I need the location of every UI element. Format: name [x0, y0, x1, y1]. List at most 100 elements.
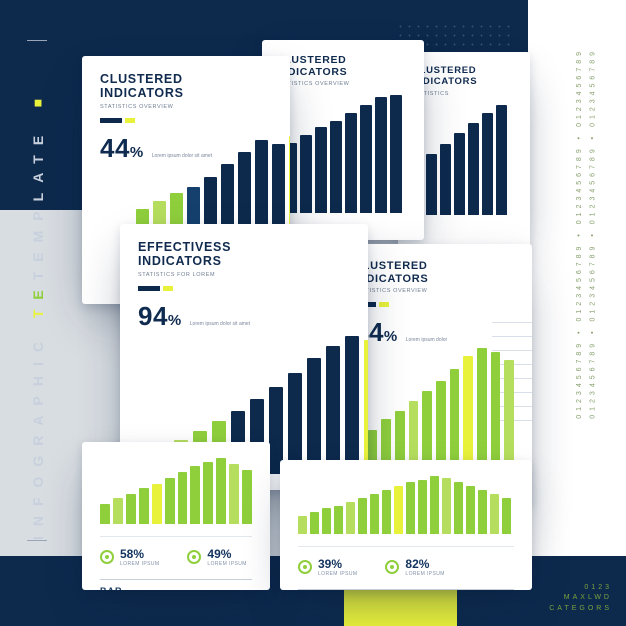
- bar: [418, 480, 427, 534]
- card-kpi-right: 39%LOREM IPSUM82%LOREM IPSUM DSGA: [280, 460, 532, 590]
- side-title-post: TEMPLATE: [30, 126, 46, 280]
- side-rule-bottom: [27, 540, 47, 541]
- percent-note: Lorem ipsum dolor: [406, 337, 447, 344]
- kpi: 39%LOREM IPSUM: [298, 557, 357, 577]
- bar: [126, 494, 136, 524]
- kpi-label: LOREM IPSUM: [405, 571, 444, 577]
- bar-chart: [298, 476, 514, 534]
- side-title-pre: INFOGRAPHIC: [30, 318, 46, 540]
- bar: [315, 127, 327, 213]
- bar: [482, 113, 493, 215]
- corner-code-label: 0123MAXLWDCATEGORS: [549, 583, 612, 615]
- bar: [288, 373, 302, 474]
- bar: [326, 346, 340, 474]
- bar: [310, 512, 319, 534]
- bar: [229, 464, 239, 524]
- bar: [100, 504, 110, 524]
- card-subtitle: STATISTICS: [412, 91, 516, 97]
- kpi: 82%LOREM IPSUM: [385, 557, 444, 577]
- side-title-accent-t: T: [30, 300, 46, 319]
- bar: [203, 462, 213, 524]
- card-title: CLUSTEREDINDICATORS: [412, 66, 516, 88]
- bar: [330, 121, 342, 213]
- kpi-dot-icon: [100, 550, 114, 564]
- bar-chart: [100, 458, 252, 524]
- percent-number: 94: [138, 301, 168, 331]
- card-title: EFFECTIVESSINDICATORS: [138, 240, 350, 269]
- bar: [345, 336, 359, 474]
- bar: [178, 472, 188, 524]
- card-subtitle: STATISTICS FOR LOREM: [138, 272, 350, 278]
- bar: [382, 490, 391, 534]
- micro-text-right: 0123456789 • 0123456789 • 0123456789 • 0…: [573, 48, 600, 419]
- card-title: CLUSTEREDINDICATORS: [276, 54, 410, 78]
- kpi-dot-icon: [187, 550, 201, 564]
- side-title: INFOGRAPHIC TETEMPLATE ■: [30, 86, 46, 540]
- bar: [165, 478, 175, 524]
- card-kpi-left: 58%LOREM IPSUM49%LOREM IPSUM BAR: [82, 442, 270, 590]
- bar-chart: [354, 348, 514, 478]
- bar: [426, 154, 437, 215]
- kpi: 58%LOREM IPSUM: [100, 547, 159, 567]
- kpi-value: 49%: [207, 547, 246, 561]
- bar: [496, 105, 507, 215]
- bar: [375, 97, 387, 213]
- percent-row: 44% Lorem ipsum dolor: [354, 317, 514, 348]
- percent-unit: %: [168, 312, 182, 329]
- percent-number: 44: [100, 133, 130, 163]
- bar: [300, 135, 312, 213]
- kpi-label: LOREM IPSUM: [318, 571, 357, 577]
- side-rule-top: [27, 40, 47, 41]
- bar: [216, 458, 226, 524]
- accent-bar: [138, 286, 350, 291]
- kpi-dot-icon: [298, 560, 312, 574]
- bar: [152, 484, 162, 524]
- percent-row: 94% Lorem ipsum dolor sit amet: [138, 301, 350, 332]
- bar: [370, 494, 379, 534]
- footer-tag: BAR: [100, 579, 252, 590]
- card-subtitle: STATISTICS OVERVIEW: [354, 288, 514, 294]
- kpi-strip: 39%LOREM IPSUM82%LOREM IPSUM: [298, 546, 514, 577]
- accent-bar: [100, 118, 272, 123]
- bar: [334, 506, 343, 534]
- footer-tag: DSGA: [298, 589, 514, 590]
- bar: [322, 508, 331, 534]
- bar: [466, 486, 475, 534]
- accent-bar: [354, 302, 514, 307]
- card-title: CLUSTEREDINDICATORS: [354, 260, 514, 285]
- bar-chart: [276, 95, 410, 213]
- card-subtitle: STATISTICS OVERVIEW: [100, 104, 272, 110]
- kpi-label: LOREM IPSUM: [207, 561, 246, 567]
- bar: [468, 123, 479, 215]
- bar: [390, 95, 402, 213]
- bar: [358, 498, 367, 534]
- bar: [442, 478, 451, 534]
- bar-chart: [412, 105, 516, 215]
- bar: [440, 144, 451, 215]
- percent-value: 94%: [138, 301, 182, 332]
- kpi-strip: 58%LOREM IPSUM49%LOREM IPSUM: [100, 536, 252, 567]
- percent-note: Lorem ipsum dolor sit amet: [190, 321, 250, 328]
- bar: [406, 482, 415, 534]
- bar: [298, 516, 307, 534]
- bar: [454, 482, 463, 534]
- kpi-value: 39%: [318, 557, 357, 571]
- bar: [364, 340, 368, 474]
- kpi: 49%LOREM IPSUM: [187, 547, 246, 567]
- bar: [490, 494, 499, 534]
- bar: [430, 476, 439, 534]
- bar: [478, 490, 487, 534]
- card-subtitle: STATISTICS OVERVIEW: [276, 81, 410, 87]
- side-title-dot: ■: [30, 86, 46, 112]
- kpi-dot-icon: [385, 560, 399, 574]
- bar: [190, 466, 200, 524]
- kpi-label: LOREM IPSUM: [120, 561, 159, 567]
- bar: [113, 498, 123, 524]
- bar: [345, 113, 357, 213]
- bar: [139, 488, 149, 524]
- bar: [454, 133, 465, 214]
- kpi-value: 58%: [120, 547, 159, 561]
- percent-unit: %: [384, 328, 398, 345]
- bar: [477, 348, 487, 478]
- card-title: CLUSTEREDINDICATORS: [100, 72, 272, 101]
